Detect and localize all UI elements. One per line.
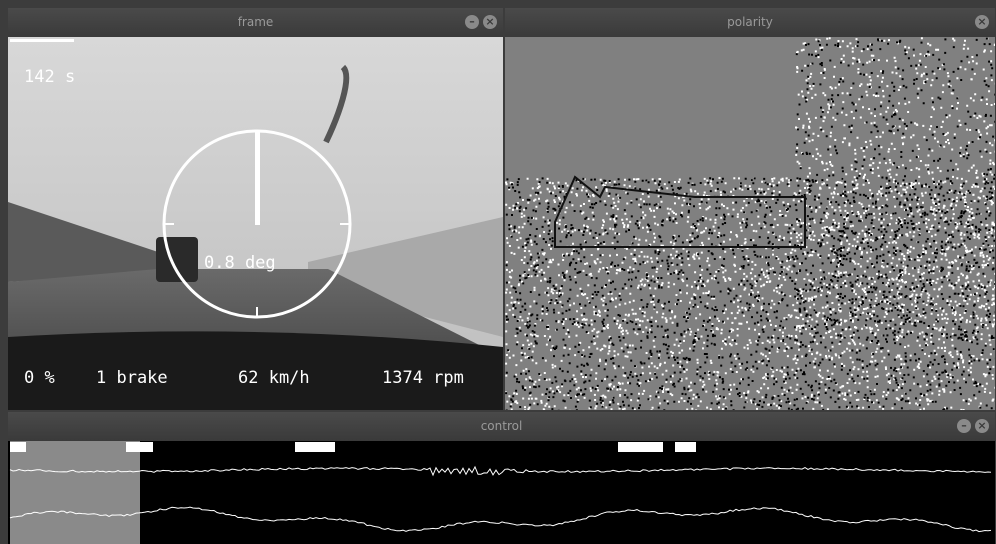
rpm-label: 1374 rpm (382, 368, 464, 388)
brake-marker (126, 442, 153, 452)
plot-background (8, 441, 995, 544)
window-title: polarity (727, 15, 773, 29)
positive-events (505, 37, 995, 410)
progress-bar (10, 39, 74, 42)
selection-region (10, 441, 140, 544)
angle-label: 0.8 deg (204, 253, 276, 273)
title-bar: frame – × (8, 8, 503, 37)
close-button[interactable]: × (975, 419, 989, 433)
throttle-label: 0 % (24, 368, 55, 388)
steering-trace (9, 465, 992, 477)
brake-marker (675, 442, 696, 452)
speed-label: 62 km/h (238, 368, 310, 388)
right-wall (308, 217, 503, 337)
window-title: frame (237, 15, 274, 29)
frame-window: frame – × 142 s 0.8 deg 0 % 1 brake 62 k… (8, 8, 503, 410)
brake-marker (10, 442, 26, 452)
control-plot (8, 441, 995, 544)
close-button[interactable]: × (975, 15, 989, 29)
window-title: control (480, 419, 523, 433)
minimize-button[interactable]: – (465, 15, 479, 29)
brake-label: 1 brake (96, 368, 168, 388)
left-wall (8, 202, 158, 282)
control-window: control – × (8, 412, 995, 544)
brake-marker (618, 442, 663, 452)
negative-events (505, 37, 995, 410)
brake-marker (295, 442, 335, 452)
windshield-smudge (323, 64, 350, 144)
polarity-background (505, 37, 995, 410)
building-outline (554, 175, 806, 248)
camera-frame: 142 s 0.8 deg 0 % 1 brake 62 km/h 1374 r… (8, 37, 503, 410)
time-label: 142 s (24, 67, 75, 87)
minimize-button[interactable]: – (957, 419, 971, 433)
polarity-window: polarity × (505, 8, 995, 410)
close-button[interactable]: × (483, 15, 497, 29)
speed-trace (9, 506, 992, 533)
title-bar: control – × (8, 412, 995, 441)
title-bar: polarity × (505, 8, 995, 37)
polarity-image (505, 37, 995, 410)
car-ahead (156, 237, 198, 282)
dashboard (8, 331, 503, 410)
steering-needle (255, 132, 260, 225)
